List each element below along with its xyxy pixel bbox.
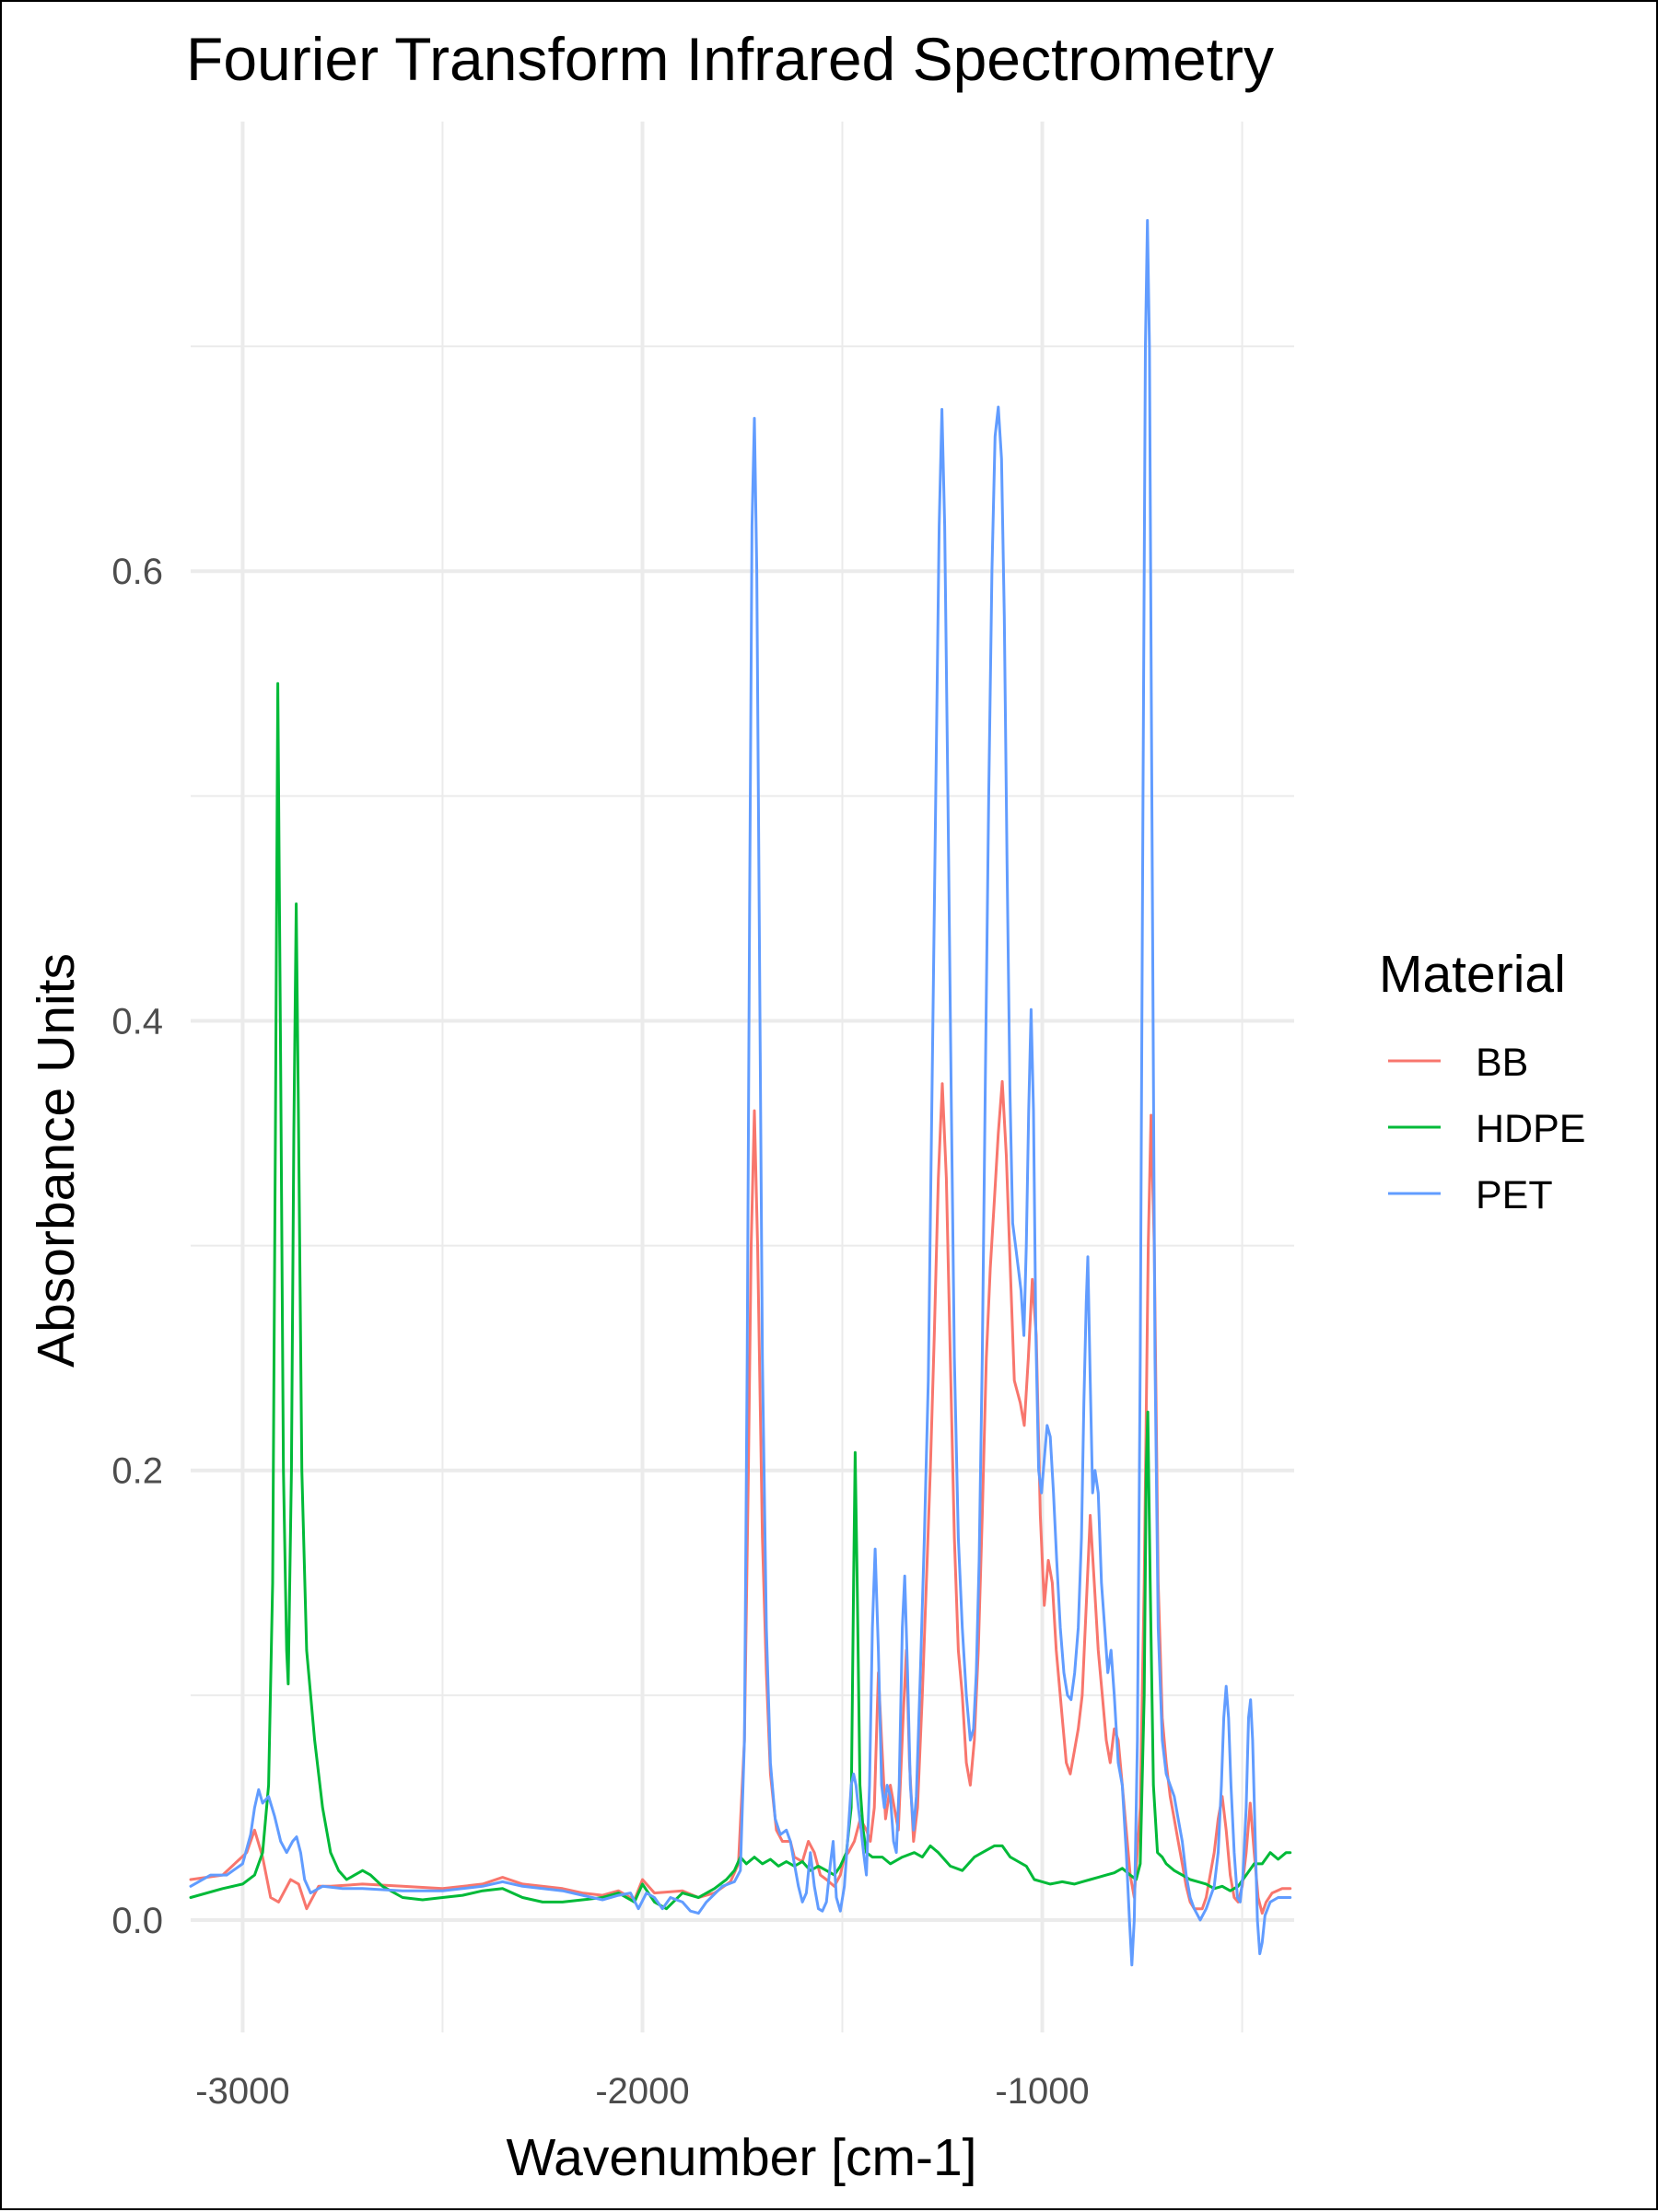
legend-label-bb: BB: [1476, 1041, 1528, 1085]
chart-title: Fourier Transform Infrared Spectrometry: [186, 25, 1274, 93]
series-line-pet: [189, 218, 1292, 1967]
legend-items: BB HDPE PET: [1388, 1041, 1585, 1217]
y-tick-label: 0.6: [111, 552, 163, 592]
y-tick-label: 0.0: [111, 1901, 163, 1941]
x-tick-label: -1000: [995, 2071, 1089, 2112]
grid: [191, 122, 1294, 2032]
y-tick-label: 0.2: [111, 1451, 163, 1492]
legend-label-hdpe: HDPE: [1476, 1107, 1585, 1151]
series-line-hdpe: [189, 681, 1292, 1911]
legend-label-pet: PET: [1476, 1173, 1553, 1217]
x-tick-label: -2000: [595, 2071, 689, 2112]
axis-ticks: 0.0 0.2 0.4 0.6 -3000 -2000 -1000: [111, 552, 1089, 2112]
series-lines: [189, 218, 1292, 1967]
y-axis-title: Absorbance Units: [27, 953, 86, 1368]
x-axis-title: Wavenumber [cm-1]: [506, 2128, 976, 2187]
legend: Material BB HDPE PET: [1379, 945, 1585, 1217]
x-tick-label: -3000: [195, 2071, 289, 2112]
series-line-bb: [189, 1079, 1292, 1915]
y-tick-label: 0.4: [111, 1001, 163, 1042]
legend-title: Material: [1379, 945, 1566, 1004]
